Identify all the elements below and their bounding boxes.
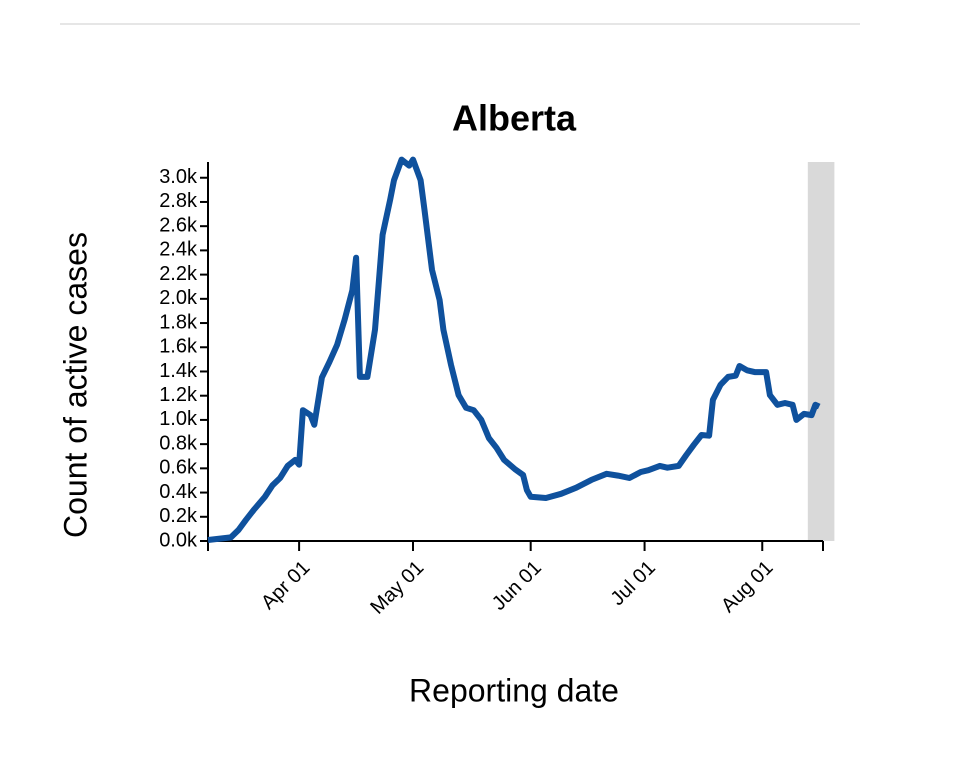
x-tick-label: Jul 01 [607, 557, 660, 610]
y-tick-label: 2.2k [159, 263, 198, 285]
x-tick-label: Aug 01 [717, 557, 777, 617]
y-tick-label: 0.6k [159, 457, 198, 479]
y-tick-label: 2.8k [159, 190, 198, 212]
y-tick-label: 1.2k [159, 384, 198, 406]
y-tick-label: 1.6k [159, 336, 198, 358]
y-tick-label: 2.0k [159, 287, 198, 309]
x-tick-label: Apr 01 [257, 557, 314, 614]
y-tick-label: 3.0k [159, 166, 198, 188]
y-tick-label: 0.2k [159, 505, 198, 527]
y-tick-label: 0.0k [159, 529, 198, 551]
data-line [207, 156, 821, 543]
y-tick-label: 0.4k [159, 481, 198, 503]
x-tick-label: Jun 01 [488, 557, 546, 615]
y-axis-label: Count of active cases [57, 232, 93, 538]
shaded-region [807, 162, 835, 541]
y-tick-label: 0.8k [159, 432, 198, 454]
y-tick-label: 2.6k [159, 214, 198, 236]
y-tick-label: 1.4k [159, 360, 198, 382]
x-tick-label: May 01 [366, 557, 428, 619]
chart-title: Alberta [452, 98, 577, 139]
y-tick-label: 2.4k [159, 239, 198, 261]
y-tick-label: 1.8k [159, 311, 198, 333]
y-tick-label: 1.0k [159, 408, 198, 430]
x-axis-label: Reporting date [409, 672, 619, 708]
